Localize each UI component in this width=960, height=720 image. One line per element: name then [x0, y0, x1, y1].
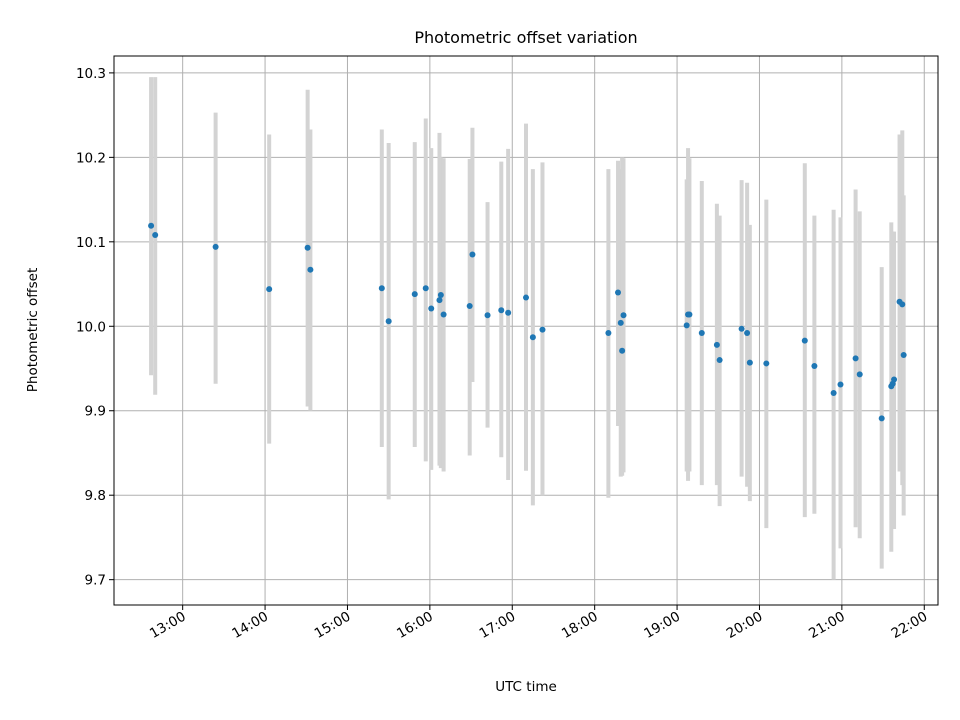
data-point [212, 243, 219, 250]
data-point [683, 322, 690, 329]
y-tick-label: 10.3 [76, 66, 106, 82]
x-tick-label: 20:00 [724, 609, 766, 642]
data-point [307, 266, 314, 273]
y-tick-label: 9.8 [85, 488, 106, 504]
y-axis-label: Photometric offset [25, 268, 41, 392]
y-tick-label: 9.7 [85, 573, 106, 589]
data-point [523, 294, 529, 301]
data-point [746, 359, 753, 366]
x-tick-label: 15:00 [312, 609, 354, 642]
data-point [605, 330, 612, 337]
data-point [385, 318, 392, 325]
data-point [738, 325, 745, 332]
data-point [619, 347, 626, 354]
data-point [440, 311, 447, 318]
data-point [615, 289, 622, 296]
data-point [498, 307, 505, 314]
error-bars [149, 77, 906, 580]
x-tick-label: 18:00 [559, 609, 601, 642]
data-point [878, 415, 885, 422]
chart-title: Photometric offset variation [414, 28, 637, 47]
data-point [891, 376, 898, 383]
data-point [852, 355, 859, 362]
data-point [422, 285, 429, 292]
data-point [436, 297, 443, 304]
data-point [899, 301, 906, 308]
data-point [716, 357, 723, 364]
x-axis-label: UTC time [495, 679, 557, 695]
data-point [744, 330, 751, 337]
plot-frame [113, 55, 939, 606]
y-tick-label: 9.9 [85, 404, 106, 420]
data-point [378, 285, 385, 292]
x-tick-label: 21:00 [806, 609, 848, 642]
data-point [763, 360, 770, 367]
y-tick-label: 10.0 [76, 319, 106, 335]
data-point [837, 381, 844, 388]
data-point [505, 309, 512, 316]
data-point [539, 326, 546, 333]
data-point [856, 371, 863, 378]
data-point [411, 291, 418, 298]
data-point [529, 334, 536, 341]
data-point [466, 303, 473, 310]
data-point [617, 319, 624, 326]
x-tick-label: 16:00 [394, 609, 436, 642]
x-tick-label: 13:00 [147, 609, 189, 642]
data-point [469, 251, 476, 258]
data-point [686, 311, 693, 318]
data-point [428, 305, 435, 312]
data-point [830, 390, 837, 397]
x-axis-ticks: 13:00 14:00 15:00 16:00 17:00 18:00 19:00 20:00… [147, 605, 930, 642]
x-tick-label: 14:00 [229, 609, 271, 642]
data-point [801, 337, 808, 344]
y-tick-label: 10.1 [76, 235, 106, 251]
data-point [266, 286, 273, 293]
x-tick-label: 17:00 [477, 609, 519, 642]
data-point [152, 232, 159, 239]
data-points [148, 222, 907, 422]
y-axis-ticks: 9.7 9.8 9.9 10.0 10.1 10.2 10.3 [76, 66, 114, 589]
data-point [811, 362, 818, 369]
data-point [304, 244, 311, 251]
x-tick-label: 22:00 [889, 609, 931, 642]
data-point [484, 312, 491, 319]
data-point [713, 341, 720, 348]
y-tick-label: 10.2 [76, 150, 106, 166]
data-point [148, 222, 155, 229]
data-point [698, 330, 705, 337]
data-point [620, 312, 627, 319]
data-point [900, 351, 907, 358]
x-tick-label: 19:00 [641, 609, 683, 642]
data-point [437, 292, 444, 299]
